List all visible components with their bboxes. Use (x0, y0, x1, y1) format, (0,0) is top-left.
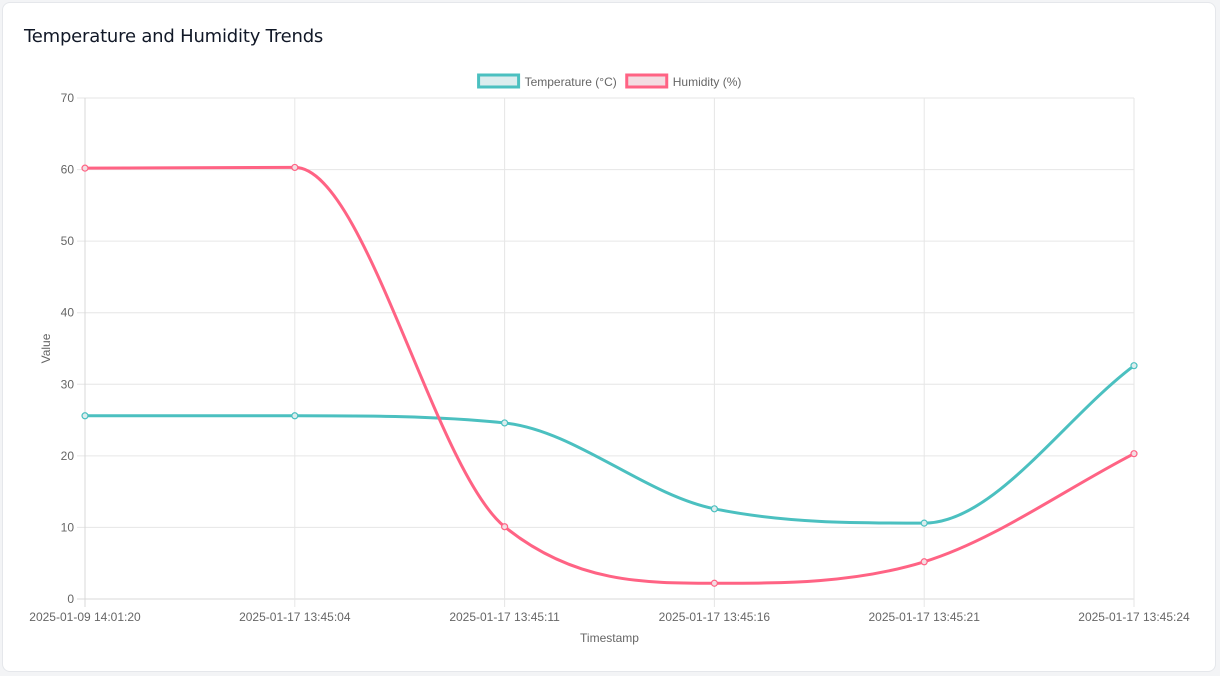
x-tick-label: 2025-01-17 13:45:16 (659, 610, 771, 624)
legend: Temperature (°C) Humidity (%) (477, 73, 742, 89)
legend-label: Humidity (%) (673, 75, 742, 89)
y-axis-title: Value (39, 333, 53, 363)
x-tick-label: 2025-01-17 13:45:24 (1078, 610, 1190, 624)
temperature-line (83, 364, 1136, 525)
humidity-point[interactable] (920, 558, 928, 566)
legend-item[interactable]: Temperature (°C) (477, 73, 617, 89)
chart-card-title: Temperature and Humidity Trends (24, 26, 324, 47)
legend-swatch (477, 73, 521, 89)
humidity-point[interactable] (291, 163, 299, 172)
y-tick-label: 40 (61, 306, 75, 320)
x-tick-label: 2025-01-09 14:01:20 (29, 610, 141, 624)
y-tick-label: 0 (67, 592, 74, 606)
y-tick-label: 50 (61, 234, 75, 248)
temperature-point[interactable] (291, 412, 299, 420)
y-axis-ticks: 0 10 20 30 40 50 60 70 (61, 91, 75, 606)
x-axis-title: Timestamp (580, 631, 639, 645)
temperature-point[interactable] (710, 505, 719, 513)
x-axis-ticks: 2025-01-09 14:01:20 2025-01-17 13:45:04 20… (29, 610, 1190, 624)
x-tick-label: 2025-01-17 13:45:04 (239, 610, 351, 624)
x-tick-label: 2025-01-17 13:45:21 (868, 610, 980, 624)
temperature-point[interactable] (81, 412, 89, 420)
x-tick-label: 2025-01-17 13:45:11 (449, 610, 560, 624)
humidity-point[interactable] (501, 523, 509, 531)
grid-lines (77, 97, 1135, 607)
series-lines (83, 165, 1136, 585)
humidity-point[interactable] (81, 164, 89, 172)
y-tick-label: 10 (61, 520, 75, 534)
legend-swatch (625, 73, 669, 89)
legend-label: Temperature (°C) (525, 75, 617, 89)
temperature-point[interactable] (501, 419, 509, 427)
humidity-point[interactable] (710, 579, 719, 587)
y-tick-label: 20 (61, 449, 75, 463)
humidity-point[interactable] (1130, 450, 1138, 458)
humidity-line (83, 165, 1136, 585)
y-tick-label: 70 (61, 91, 75, 105)
temperature-point[interactable] (920, 519, 928, 527)
series-points (81, 163, 1138, 587)
y-tick-label: 60 (61, 163, 75, 177)
y-tick-label: 30 (61, 377, 75, 391)
temperature-point[interactable] (1130, 362, 1138, 370)
legend-item[interactable]: Humidity (%) (625, 73, 742, 89)
